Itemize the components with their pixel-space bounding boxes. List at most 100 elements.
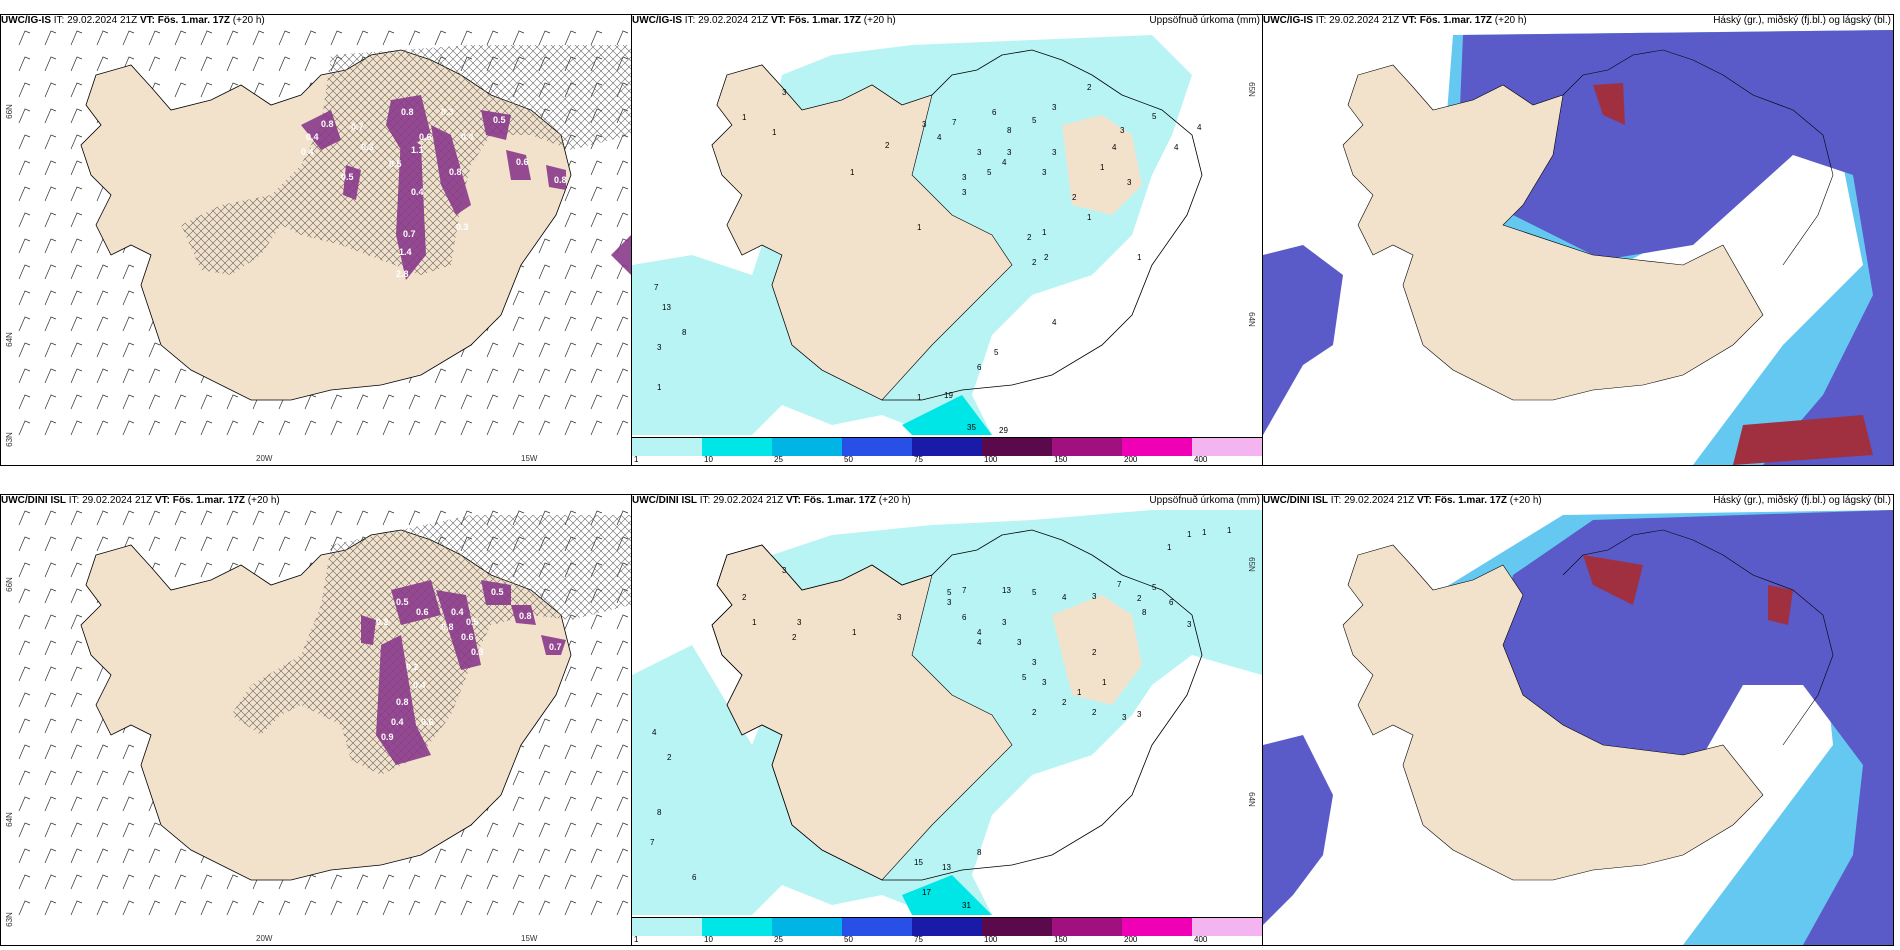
svg-text:0.5: 0.5 [341,172,354,182]
svg-text:7: 7 [1117,580,1122,589]
wind-barb [564,30,577,46]
svg-text:0.4: 0.4 [391,717,404,727]
wind-barb [174,82,187,98]
wind-barb [486,900,499,916]
wind-barb [564,212,577,228]
svg-text:0.2: 0.2 [376,617,389,627]
svg-text:4: 4 [937,133,942,142]
wind-barb [44,588,57,604]
wind-barb [486,342,499,358]
wind-barb [44,186,57,202]
svg-text:2: 2 [1137,594,1142,603]
wind-barb [44,56,57,72]
wind-barb [18,342,31,358]
cloud-left-band [1263,245,1343,435]
colorbar-label: 200 [1124,455,1138,464]
wind-barb [70,796,83,812]
svg-text:0.8: 0.8 [449,167,462,177]
svg-text:31: 31 [962,901,971,910]
wind-barb [278,30,291,46]
wind-barb [590,394,603,410]
wind-barb [590,238,603,254]
wind-barb [408,874,421,890]
wind-barb [408,900,421,916]
iceland-land [1342,544,1764,881]
wind-barb [44,82,57,98]
colorbar-label: 10 [704,455,713,464]
svg-text:1: 1 [917,223,922,232]
svg-text:4: 4 [1062,593,1067,602]
wind-barb [70,368,83,384]
wind-barb [18,874,31,890]
svg-text:0.8: 0.8 [321,119,334,129]
wind-barb [304,420,317,436]
svg-text:3: 3 [977,148,982,157]
wind-barb [590,290,603,306]
colorbar-label: 1 [634,455,639,464]
wind-barb [356,394,369,410]
svg-text:1: 1 [917,393,922,402]
svg-text:0.7: 0.7 [403,229,416,239]
wind-barb [486,822,499,838]
wind-barb [512,796,525,812]
wind-barb [590,744,603,760]
wind-barb [564,264,577,280]
wind-barb [148,30,161,46]
svg-text:4: 4 [652,728,657,737]
colorbar-swatch [1122,917,1193,936]
svg-text:8: 8 [1142,608,1147,617]
svg-text:0.4: 0.4 [451,607,464,617]
wind-barb [44,394,57,410]
precip-colorbar: 1 10 25 50 75 100 150 200 400 [632,437,1262,465]
svg-text:0.6: 0.6 [421,717,434,727]
wind-barb [18,536,31,552]
wind-barb [44,796,57,812]
wind-barb [18,640,31,656]
wind-barb [226,874,239,890]
wind-barb [148,536,161,552]
wind-barb [434,368,447,384]
wind-barb [70,82,83,98]
wind-barb [18,822,31,838]
wind-barb [148,394,161,410]
svg-text:13: 13 [1002,586,1011,595]
wind-barb [486,368,499,384]
wind-barb [122,264,135,280]
svg-text:1: 1 [850,168,855,177]
wind-barb [122,796,135,812]
wind-barb [590,770,603,786]
svg-text:3: 3 [1137,710,1142,719]
wind-barb [564,186,577,202]
svg-text:7: 7 [952,118,957,127]
svg-text:1: 1 [772,128,777,137]
wind-barb [18,770,31,786]
wind-barb [356,30,369,46]
wind-barb [304,394,317,410]
wind-barb [44,264,57,280]
wind-barb [96,536,109,552]
wind-barb [18,848,31,864]
wind-barb [44,316,57,332]
lat-label-64n: 64N [1246,312,1256,327]
cloud-low-red [1583,555,1643,605]
svg-text:3: 3 [1052,103,1057,112]
wind-barb [70,770,83,786]
svg-text:0.8: 0.8 [441,622,454,632]
wind-barb [616,822,629,838]
panel-title: UWC/IG-IS IT: 29.02.2024 21Z VT: Fös. 1.… [1,15,265,26]
precip-map-panel-bottom: UWC/DINI ISL IT: 29.02.2024 21Z VT: Fös.… [631,494,1263,946]
wind-barb [538,316,551,332]
svg-text:4: 4 [1052,318,1057,327]
wind-barb [486,874,499,890]
wind-barb [434,900,447,916]
wind-barb [122,874,135,890]
svg-text:3: 3 [1042,168,1047,177]
wind-barb [590,796,603,812]
wind-barb [70,640,83,656]
colorbar-swatch [1122,437,1193,456]
svg-text:6: 6 [1169,598,1174,607]
wind-barb [70,666,83,682]
wind-barb [70,822,83,838]
wind-barb [590,420,603,436]
wind-barb [122,30,135,46]
